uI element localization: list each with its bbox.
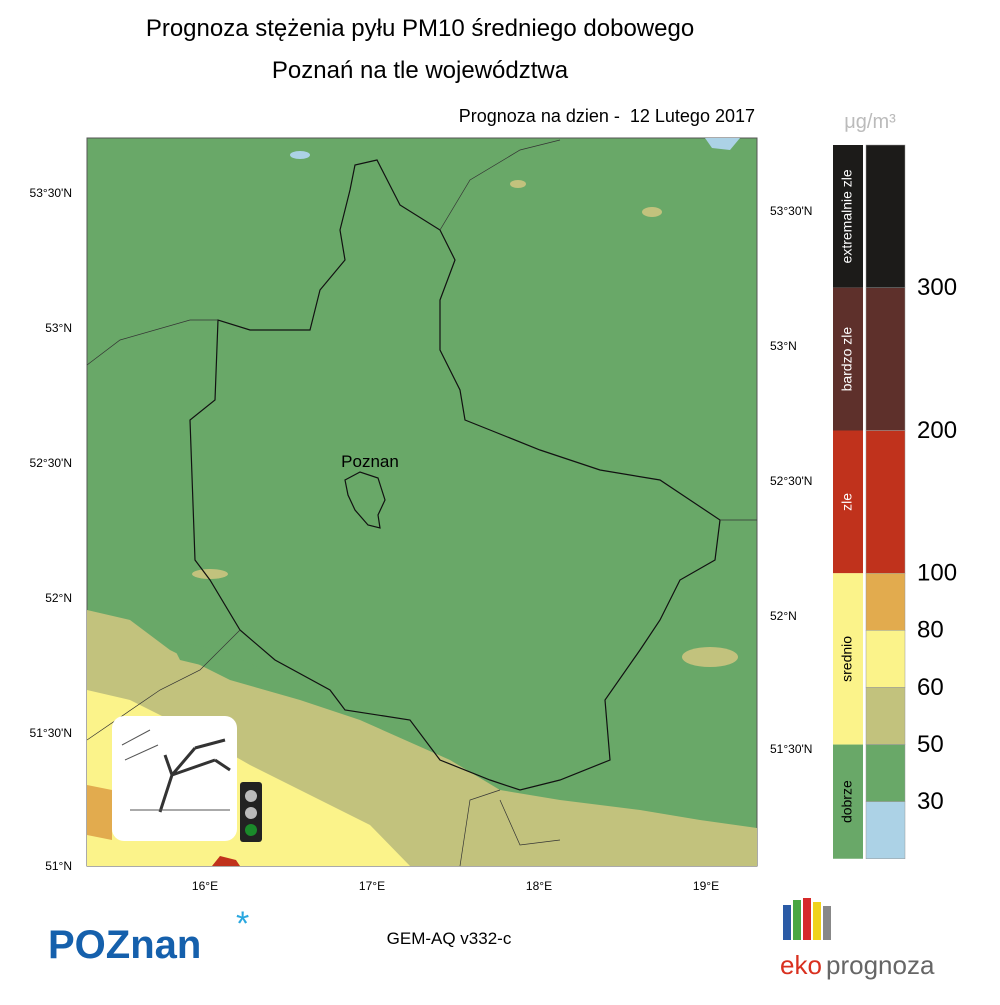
scale-swatch bbox=[865, 144, 906, 288]
inset-icon bbox=[112, 716, 262, 842]
lat-label: 51°30'N bbox=[770, 742, 812, 756]
category-swatch bbox=[833, 287, 863, 431]
category-label: dobrze bbox=[839, 780, 855, 823]
category-swatch bbox=[833, 145, 863, 288]
lake bbox=[290, 151, 310, 159]
light-off bbox=[245, 790, 257, 802]
scale-swatch bbox=[865, 630, 906, 688]
scale-swatch bbox=[865, 801, 906, 860]
lat-label: 53°N bbox=[770, 339, 797, 353]
threshold-label: 200 bbox=[917, 417, 957, 444]
scale-swatch bbox=[865, 287, 906, 431]
brand-prognoza: prognoza bbox=[826, 950, 935, 980]
title: Prognoza stężenia pyłu PM10 średniego do… bbox=[146, 15, 694, 42]
lat-label: 53°30'N bbox=[30, 186, 72, 200]
threshold-label: 50 bbox=[917, 731, 944, 758]
lat-label: 52°N bbox=[45, 591, 72, 605]
scale-swatch bbox=[865, 573, 906, 631]
lat-label: 52°30'N bbox=[30, 456, 72, 470]
zone-olive-patch bbox=[510, 180, 526, 188]
scale-swatch bbox=[865, 430, 906, 574]
category-label: extremalnie zle bbox=[839, 169, 855, 263]
brand-bar bbox=[823, 906, 831, 940]
zone-red bbox=[212, 856, 240, 866]
zone-olive-patch bbox=[682, 647, 738, 667]
zone-green-band bbox=[170, 640, 260, 672]
lon-labels: 16°E 17°E 18°E 19°E bbox=[192, 879, 719, 893]
threshold-label: 30 bbox=[917, 788, 944, 815]
threshold-label: 60 bbox=[917, 674, 944, 701]
lat-label: 52°N bbox=[770, 609, 797, 623]
category-label: bardzo zle bbox=[839, 327, 855, 392]
forecast-date: Prognoza na dzien - 12 Lutego 2017 bbox=[459, 106, 755, 126]
light-on bbox=[245, 824, 257, 836]
legend: μg/m³ extremalnie zle bardzo zle zle sredni… bbox=[833, 111, 957, 860]
footer: POZnan * GEM-AQ v332-c eko prognoza bbox=[48, 898, 935, 980]
unit: μg/m³ bbox=[844, 111, 896, 133]
city-logo: POZnan bbox=[48, 923, 201, 967]
brand-bar bbox=[783, 905, 791, 940]
brand-bar bbox=[803, 898, 811, 940]
icon-card bbox=[112, 716, 237, 841]
lat-label: 51°N bbox=[45, 859, 72, 873]
scale-swatch bbox=[865, 744, 906, 802]
lon-label: 19°E bbox=[693, 879, 719, 893]
lat-right: 53°30'N 53°N 52°30'N 52°N 51°30'N bbox=[770, 204, 812, 756]
scale-swatch bbox=[865, 687, 906, 745]
wind bbox=[121, 729, 230, 811]
light-off bbox=[245, 807, 257, 819]
zone-olive-patch bbox=[642, 207, 662, 217]
lat-label: 52°30'N bbox=[770, 474, 812, 488]
voivodeship-border bbox=[189, 159, 721, 791]
lake bbox=[705, 138, 740, 150]
lon-label: 16°E bbox=[192, 879, 218, 893]
brand-mark bbox=[783, 898, 831, 940]
lon-label: 17°E bbox=[359, 879, 385, 893]
category-swatch bbox=[833, 573, 863, 745]
lat-label: 53°30'N bbox=[770, 204, 812, 218]
lat-left: 53°30'N 53°N 52°30'N 52°N 51°30'N 51°N bbox=[30, 186, 72, 873]
category-swatch bbox=[833, 430, 863, 574]
tree bbox=[158, 738, 231, 813]
lat-label: 51°30'N bbox=[30, 726, 72, 740]
threshold-label: 80 bbox=[917, 617, 944, 644]
model: GEM-AQ v332-c bbox=[387, 929, 512, 948]
brand-eko: eko bbox=[780, 950, 822, 980]
brand-bar bbox=[813, 902, 821, 940]
region-border bbox=[86, 139, 757, 867]
city-border bbox=[344, 471, 386, 529]
logo-star: * bbox=[236, 905, 249, 943]
category-label: srednio bbox=[839, 636, 855, 682]
map: Poznan 53°30'N 53°N 52°30'N 52°N 51°30'N… bbox=[30, 137, 812, 893]
category-swatch bbox=[833, 744, 863, 859]
category-label: zle bbox=[839, 493, 855, 511]
threshold-label: 300 bbox=[917, 274, 957, 301]
lon-label: 18°E bbox=[526, 879, 552, 893]
brand-bar bbox=[793, 900, 801, 940]
threshold-label: 100 bbox=[917, 560, 957, 587]
subtitle: Poznań na tle województwa bbox=[272, 57, 569, 84]
city-label: Poznan bbox=[341, 452, 399, 471]
lat-label: 53°N bbox=[45, 321, 72, 335]
zone-olive-patch bbox=[192, 569, 228, 579]
zone-orange bbox=[87, 785, 112, 840]
